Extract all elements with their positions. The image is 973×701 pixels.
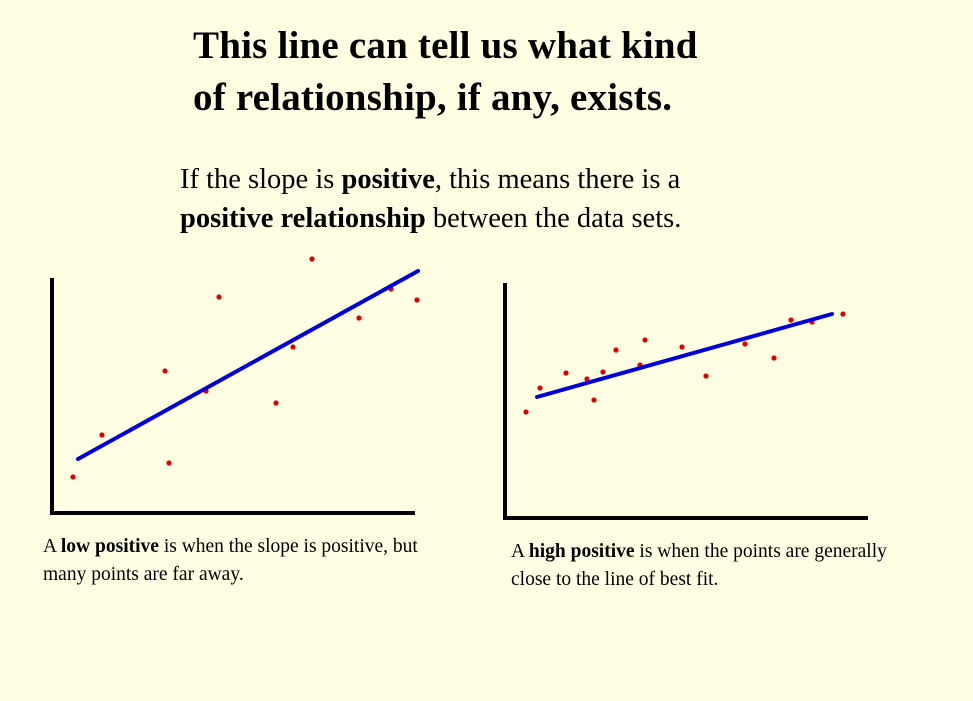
line-of-best-fit — [76, 269, 420, 461]
caption-text: A — [43, 536, 61, 557]
data-point — [273, 400, 279, 406]
caption-bold: low positive — [60, 536, 159, 557]
data-point — [703, 373, 709, 379]
data-point — [309, 256, 315, 262]
data-point — [523, 409, 529, 415]
data-point — [414, 297, 420, 303]
subtitle-text: between the data sets. — [425, 203, 682, 234]
caption-low-positive: A low positive is when the slope is posi… — [43, 533, 443, 589]
caption-text: A — [511, 541, 529, 562]
data-point — [591, 397, 597, 403]
data-point — [162, 368, 168, 374]
caption-bold: high positive — [528, 541, 635, 562]
subtitle-bold-relationship: positive relationship — [180, 203, 426, 234]
slide-title: This line can tell us what kind of relat… — [193, 20, 813, 124]
title-line-2: of relationship, if any, exists. — [193, 76, 673, 119]
data-point — [600, 369, 606, 375]
data-point — [563, 370, 569, 376]
data-point — [584, 376, 590, 382]
data-point — [613, 347, 619, 353]
caption-text: is when the slope is positive, but many … — [43, 536, 418, 585]
data-point — [216, 294, 222, 300]
data-point — [99, 432, 105, 438]
data-point — [166, 460, 172, 466]
caption-text: is when the points are generally close t… — [511, 541, 887, 590]
axes — [503, 283, 868, 520]
subtitle-text: , this means there is a — [434, 164, 681, 195]
data-point — [537, 385, 543, 391]
data-point — [70, 474, 76, 480]
high-positive-chart — [503, 283, 868, 520]
data-point — [642, 337, 648, 343]
subtitle-text: If the slope is — [180, 164, 342, 195]
slide-subtitle: If the slope is positive, this means the… — [180, 160, 820, 238]
axes — [50, 278, 415, 515]
data-point — [840, 311, 846, 317]
title-line-1: This line can tell us what kind — [193, 24, 698, 67]
data-point — [788, 317, 794, 323]
caption-high-positive: A high positive is when the points are g… — [511, 538, 931, 594]
data-point — [356, 315, 362, 321]
data-point — [771, 355, 777, 361]
line-of-best-fit — [535, 312, 834, 399]
data-point — [679, 344, 685, 350]
low-positive-chart — [50, 256, 420, 515]
data-point — [742, 341, 748, 347]
subtitle-bold-positive: positive — [341, 164, 435, 195]
data-point — [290, 344, 296, 350]
